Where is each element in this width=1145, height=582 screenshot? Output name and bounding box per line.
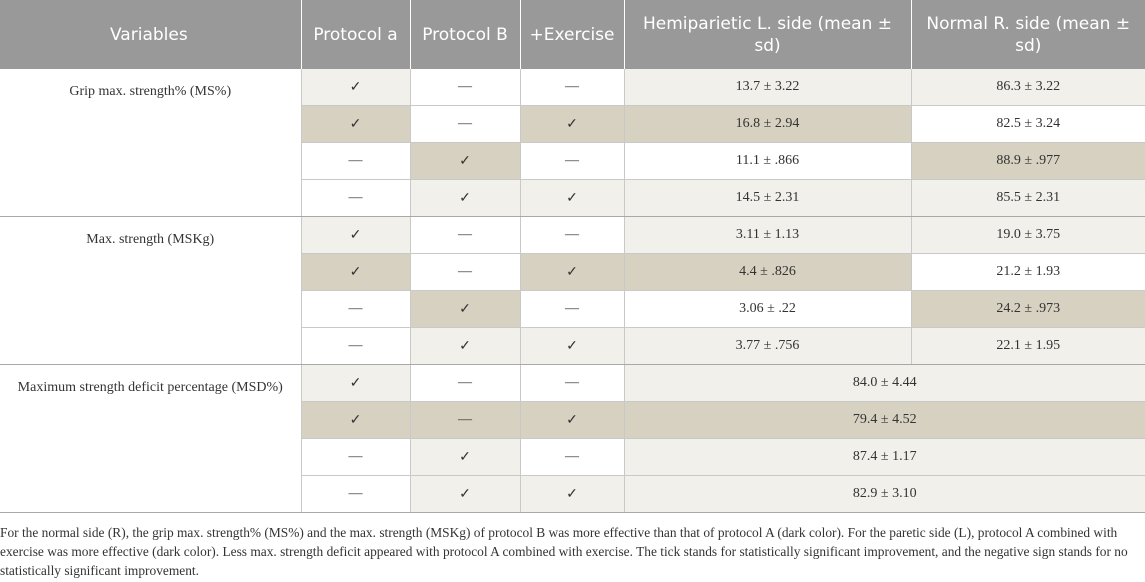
normal-side-value: 24.2 ± .973 [911,290,1145,328]
normal-side-value: 19.0 ± 3.75 [911,216,1145,254]
protocol-a-cell: — [301,475,411,513]
exercise-cell: — [520,69,625,106]
deficit-value: 82.9 ± 3.10 [624,475,1145,513]
protocol-b-cell: ✓ [410,438,521,476]
results-table: Variables Protocol a Protocol B +Exercis… [0,0,1145,513]
table-row: — ✓ — 3.06 ± .22 24.2 ± .973 [0,290,1145,328]
protocol-b-cell: ✓ [410,290,521,328]
variable-label: Max. strength (MSKg) [0,216,302,365]
exercise-cell: — [520,216,625,254]
hemiparietic-value: 3.11 ± 1.13 [624,216,912,254]
table-row: — ✓ — 87.4 ± 1.17 [0,438,1145,476]
variable-label: Grip max. strength% (MS%) [0,69,302,217]
protocol-b-cell: ✓ [410,475,521,513]
protocol-a-cell: ✓ [301,364,411,402]
variable-label: Maximum strength deficit percentage (MSD… [0,364,302,513]
protocol-a-cell: — [301,438,411,476]
exercise-cell: ✓ [520,401,625,439]
protocol-b-cell: — [410,401,521,439]
header-row: Variables Protocol a Protocol B +Exercis… [0,0,1145,69]
hemiparietic-value: 4.4 ± .826 [624,253,912,291]
protocol-b-cell: ✓ [410,142,521,180]
table-row: ✓ — ✓ 4.4 ± .826 21.2 ± 1.93 [0,253,1145,291]
exercise-cell: — [520,290,625,328]
deficit-value: 84.0 ± 4.44 [624,364,1145,402]
hemiparietic-value: 16.8 ± 2.94 [624,105,912,143]
exercise-cell: ✓ [520,475,625,513]
normal-side-value: 22.1 ± 1.95 [911,327,1145,365]
protocol-a-cell: — [301,142,411,180]
protocol-a-cell: — [301,327,411,365]
exercise-cell: ✓ [520,253,625,291]
hemiparietic-value: 3.06 ± .22 [624,290,912,328]
protocol-a-cell: ✓ [301,105,411,143]
protocol-b-cell: ✓ [410,179,521,217]
table-row: — ✓ ✓ 82.9 ± 3.10 [0,475,1145,513]
table-row: Maximum strength deficit percentage (MSD… [0,364,1145,513]
deficit-value: 79.4 ± 4.52 [624,401,1145,439]
exercise-cell: ✓ [520,327,625,365]
deficit-value: 87.4 ± 1.17 [624,438,1145,476]
table-row: — ✓ ✓ 3.77 ± .756 22.1 ± 1.95 [0,327,1145,365]
hemiparietic-value: 14.5 ± 2.31 [624,179,912,217]
normal-side-value: 86.3 ± 3.22 [911,69,1145,106]
protocol-b-cell: ✓ [410,327,521,365]
header-normal-right: Normal R. side (mean ± sd) [911,0,1145,69]
exercise-cell: ✓ [520,105,625,143]
hemiparietic-value: 11.1 ± .866 [624,142,912,180]
protocol-a-cell: — [301,290,411,328]
table-footnote: For the normal side (R), the grip max. s… [0,525,1128,578]
exercise-cell: — [520,438,625,476]
normal-side-value: 85.5 ± 2.31 [911,179,1145,217]
header-hemiparietic-left: Hemiparietic L. side (mean ± sd) [624,0,912,69]
normal-side-value: 82.5 ± 3.24 [911,105,1145,143]
header-exercise: +Exercise [520,0,625,69]
table-row: Max. strength (MSKg) ✓ — — 3.11 ± 1.13 1… [0,216,1145,365]
protocol-a-cell: — [301,179,411,217]
hemiparietic-value: 13.7 ± 3.22 [624,69,912,106]
protocol-b-cell: — [410,69,521,106]
exercise-cell: — [520,142,625,180]
normal-side-value: 88.9 ± .977 [911,142,1145,180]
protocol-a-cell: ✓ [301,216,411,254]
protocol-a-cell: ✓ [301,69,411,106]
header-protocol-b: Protocol B [410,0,521,69]
protocol-b-cell: — [410,253,521,291]
protocol-b-cell: — [410,105,521,143]
header-variables: Variables [0,0,302,69]
exercise-cell: — [520,364,625,402]
normal-side-value: 21.2 ± 1.93 [911,253,1145,291]
table-row: ✓ — ✓ 79.4 ± 4.52 [0,401,1145,439]
header-protocol-a: Protocol a [301,0,411,69]
protocol-a-cell: ✓ [301,401,411,439]
protocol-a-cell: ✓ [301,253,411,291]
protocol-b-cell: — [410,216,521,254]
table-row: Grip max. strength% (MS%) ✓ — — 13.7 ± 3… [0,69,1145,217]
hemiparietic-value: 3.77 ± .756 [624,327,912,365]
exercise-cell: ✓ [520,179,625,217]
protocol-b-cell: — [410,364,521,402]
table-row: — ✓ — 11.1 ± .866 88.9 ± .977 [0,142,1145,180]
table-row: ✓ — ✓ 16.8 ± 2.94 82.5 ± 3.24 [0,105,1145,143]
table-row: — ✓ ✓ 14.5 ± 2.31 85.5 ± 2.31 [0,179,1145,217]
